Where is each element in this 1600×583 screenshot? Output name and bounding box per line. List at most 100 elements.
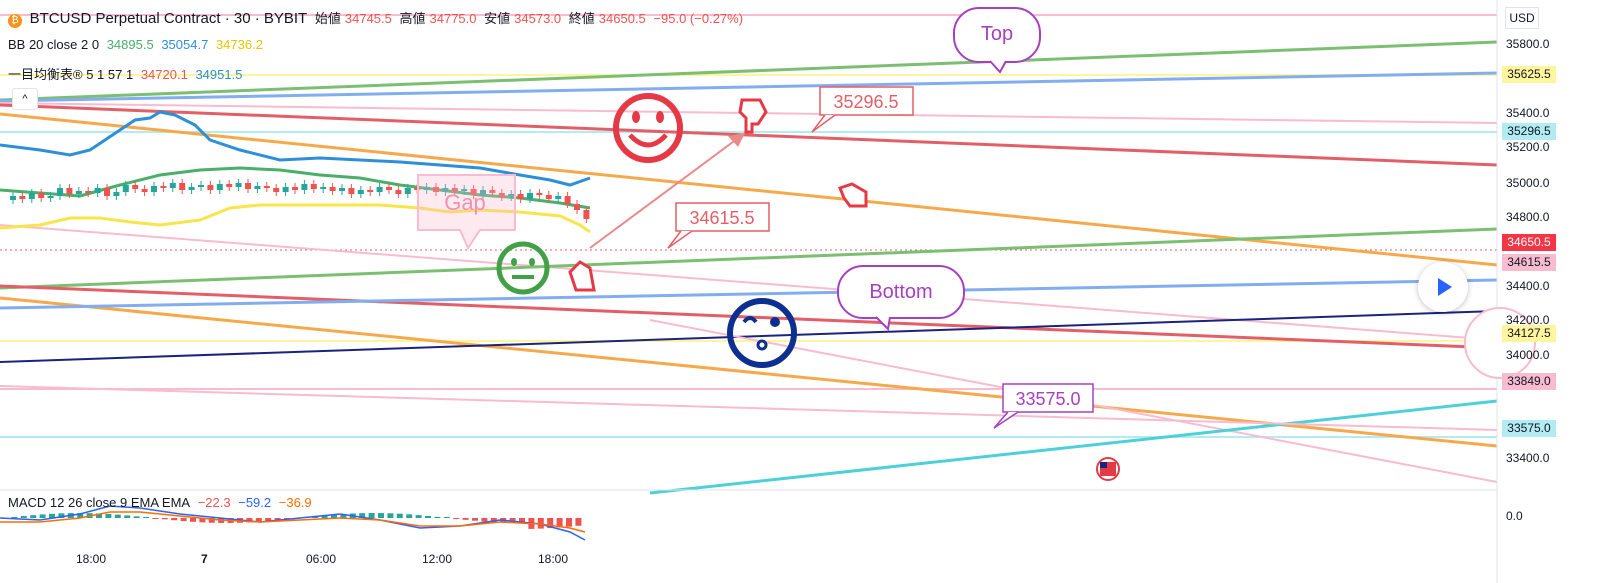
ohlc-low-label: 安値 [484,11,511,26]
bottom-callout[interactable]: Bottom [837,265,965,332]
candle-body [508,194,515,197]
candle-body [489,190,496,193]
sad-face-icon[interactable] [727,298,797,368]
candle-body [282,187,289,192]
candle-body [301,184,308,190]
candle-body [38,193,45,198]
ichimoku-value-1: 34720.1 [140,67,188,82]
ohlc-open-label: 始値 [314,11,341,26]
macd-bar [556,518,563,528]
macd-bar [199,518,206,523]
macd-bar [255,518,262,522]
us-flag-icon[interactable] [1096,457,1120,481]
price-callout-33575[interactable]: 33575.0 [993,383,1094,429]
macd-bar [274,518,281,521]
candle-body [94,188,101,193]
macd-bar [368,513,375,518]
candle-body [141,189,148,192]
price-callout-34615[interactable]: 34615.5 [667,202,770,249]
candle-body [498,193,505,197]
bb-legend[interactable]: BB 20 close 2 0 34895.5 35054.7 34736.2 [8,37,267,52]
macd-bar [519,518,525,523]
ohlc-high-label: 高値 [399,11,426,26]
ohlc-high: 34775.0 [429,11,477,26]
candle-body [367,190,374,192]
neutral-face-icon[interactable] [496,241,550,295]
currency-button[interactable]: USD [1505,7,1539,29]
macd-bar [11,517,18,518]
price-tick: 35800.0 [1506,37,1550,51]
macd-bar [180,518,187,522]
macd-bar [208,518,215,523]
bb-name: BB 20 close 2 0 [8,37,100,52]
macd-bar [124,515,131,518]
macd-bar [171,518,178,521]
ichimoku-value-2: 34951.5 [195,67,243,82]
candle-body [47,196,54,198]
candle-body [555,196,562,199]
candle-body [423,187,430,190]
macd-bar [30,515,37,518]
ichimoku-name: 一目均衡表® 5 1 57 1 [8,67,134,82]
macd-bar [490,518,497,523]
go-to-realtime-button[interactable] [1418,262,1468,312]
price-tick: 33400.0 [1506,451,1550,465]
gap-shape[interactable]: Gap [417,174,516,251]
macd-bar [77,513,84,518]
macd-bar [340,514,347,518]
pointing-hand-icon[interactable] [568,98,868,292]
candle-body [19,196,26,199]
candle-body [545,195,552,199]
candle-body [470,189,477,195]
candle-body [235,183,242,187]
time-tick: 18:00 [538,552,569,566]
time-tick: 06:00 [306,552,337,566]
macd-bar [105,513,112,518]
candle-body [132,185,139,189]
macd-pane[interactable] [0,489,1497,541]
macd-bar [96,513,102,518]
price-callout-35296[interactable]: 35296.5 [811,86,914,133]
candle-body [461,189,468,191]
macd-bar [114,514,121,518]
candle-body [28,193,35,199]
candle-body [574,204,580,210]
collapse-legend-button[interactable]: ^ [12,88,38,110]
price-tick: 35200.0 [1506,140,1550,154]
price-tag-34127: 34127.5 [1502,325,1556,342]
callout-c-label: 33575.0 [1015,389,1080,409]
macd-name: MACD 12 26 close 9 EMA EMA [8,495,191,510]
forecast-arrow[interactable] [589,132,746,249]
macd-bar [453,518,460,519]
macd-bar [378,513,384,518]
candle-body [104,188,110,196]
ohlc-open: 34745.5 [344,11,392,26]
macd-bar [575,518,582,526]
candle-body [386,187,392,190]
candle-body [376,187,383,192]
macd-bar [566,518,572,527]
top-callout[interactable]: Top [953,7,1041,74]
price-tag-35296: 35296.5 [1502,123,1556,140]
price-tag-33575: 33575.0 [1502,420,1556,437]
macd-value-1: −22.3 [197,495,231,510]
ohlc-low: 34573.0 [514,11,562,26]
candlesticks[interactable] [10,179,590,223]
ichimoku-legend[interactable]: 一目均衡表® 5 1 57 1 34720.1 34951.5 [8,64,246,83]
smile-icon[interactable] [613,93,683,163]
symbol-title[interactable]: BTCUSD Perpetual Contract · 30 · BYBIT [29,10,308,27]
macd-legend[interactable]: MACD 12 26 close 9 EMA EMA −22.3 −59.2 −… [8,495,316,510]
time-tick: 12:00 [422,552,453,566]
candle-body [480,190,486,195]
macd-bar [133,516,140,518]
top-label: Top [981,23,1013,45]
candle-body [292,187,298,190]
candle-body [57,188,63,196]
price-tick: 34800.0 [1506,210,1550,224]
candle-body [451,188,458,191]
candle-body [442,188,449,192]
candle-body [113,192,120,196]
symbol-row: ₿ BTCUSD Perpetual Contract · 30 · BYBIT… [8,8,747,28]
candle-body [564,196,571,204]
